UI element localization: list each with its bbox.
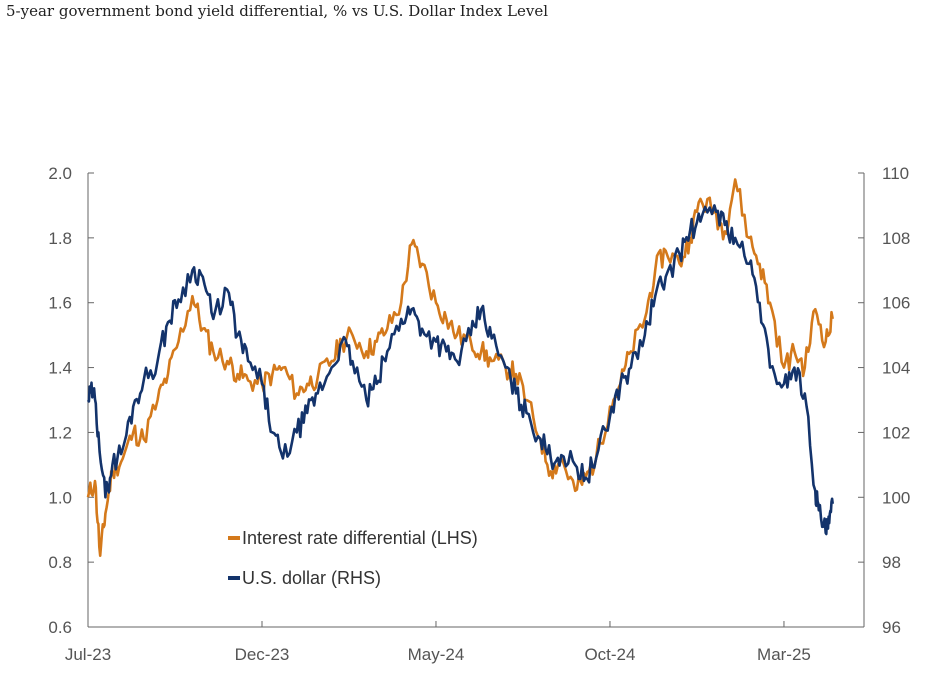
x-tick-label: Mar-25 (757, 645, 811, 664)
left-tick-label: 1.4 (48, 359, 72, 378)
chart-legend: Interest rate differential (LHS) U.S. dol… (228, 528, 478, 588)
chart-title: 5-year government bond yield differentia… (6, 2, 549, 20)
left-tick-label: 0.8 (48, 553, 72, 572)
left-tick-label: 2.0 (48, 164, 72, 183)
x-tick-label: May-24 (408, 645, 465, 664)
x-tick-label: Jul-23 (65, 645, 111, 664)
series-line-us-dollar (86, 204, 834, 536)
x-tick-label: Dec-23 (235, 645, 290, 664)
legend-label: U.S. dollar (RHS) (242, 568, 381, 588)
right-tick-label: 106 (882, 294, 910, 313)
legend-label: Interest rate differential (LHS) (242, 528, 478, 548)
series-line-interest-rate-differential (86, 178, 834, 557)
chart-axes: 0.6 0.8 1.0 1.2 1.4 1.6 1.8 2.0 96 98 100 102 104 106… (48, 164, 910, 664)
left-tick-label: 0.6 (48, 618, 72, 637)
right-tick-label: 108 (882, 229, 910, 248)
left-tick-label: 1.6 (48, 294, 72, 313)
right-tick-label: 110 (882, 164, 909, 183)
left-tick-label: 1.2 (48, 423, 72, 442)
right-tick-label: 98 (882, 553, 901, 572)
right-tick-label: 100 (882, 488, 910, 507)
chart-series (86, 178, 834, 557)
right-tick-label: 102 (882, 423, 910, 442)
left-tick-label: 1.8 (48, 229, 72, 248)
x-tick-label: Oct-24 (584, 645, 635, 664)
right-tick-label: 104 (882, 359, 910, 378)
left-tick-label: 1.0 (48, 488, 72, 507)
right-tick-label: 96 (882, 618, 901, 637)
